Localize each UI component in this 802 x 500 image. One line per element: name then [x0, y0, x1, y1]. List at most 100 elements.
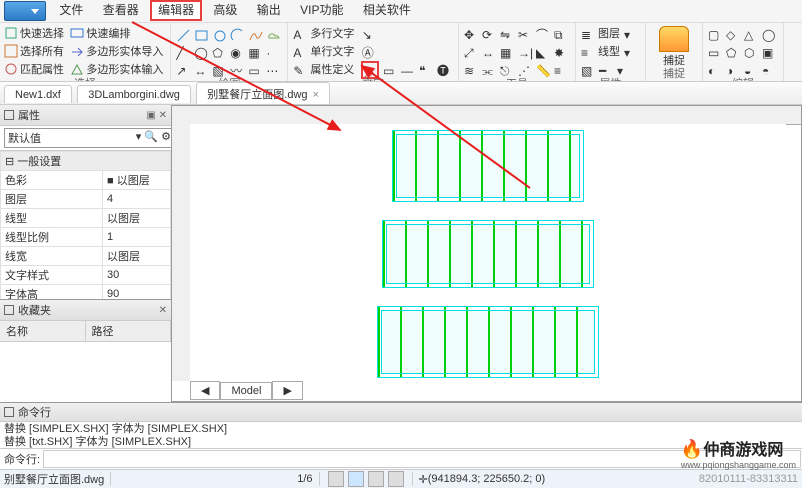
curve-icon[interactable]: 〰	[230, 62, 246, 78]
menu-file[interactable]: 文件	[51, 0, 91, 21]
attdef-icon[interactable]: ✎	[293, 62, 309, 78]
prop-val[interactable]: ■ 以图层	[103, 171, 171, 190]
cloud-icon[interactable]	[266, 26, 282, 42]
e7-icon[interactable]: ⬡	[744, 44, 760, 60]
dash-icon[interactable]: —	[401, 62, 417, 78]
offset-icon[interactable]: ≋	[464, 62, 480, 78]
ray-icon[interactable]: ↗	[176, 62, 192, 78]
more-icon[interactable]: ▾	[617, 62, 633, 78]
section-general[interactable]: ⊟ 一般设置	[1, 152, 171, 171]
textarrow-icon[interactable]: ↘	[362, 26, 378, 42]
scale-icon[interactable]: ⤢	[464, 44, 480, 60]
dtext-icon[interactable]: A	[293, 44, 309, 60]
e10-icon[interactable]: ◑	[726, 62, 742, 78]
viewport[interactable]: 卧室立面图01	[190, 124, 786, 381]
break-icon[interactable]: ⎋	[500, 62, 516, 78]
select-all-label[interactable]: 选择所有	[20, 43, 64, 61]
e1-icon[interactable]: ▢	[708, 26, 724, 42]
explode-icon[interactable]: ✸	[554, 44, 570, 60]
e9-icon[interactable]: ◐	[708, 62, 724, 78]
close-icon[interactable]: ×	[313, 89, 319, 101]
hatch-icon[interactable]: ▧	[212, 62, 228, 78]
prop-val[interactable]: 4	[103, 190, 171, 209]
poly-import-label[interactable]: 多边形实体导入	[86, 43, 163, 61]
poly-icon[interactable]: ⬠	[212, 44, 228, 60]
fav-col-path[interactable]: 路径	[86, 321, 172, 341]
align-icon[interactable]: ≡	[554, 62, 570, 78]
prop-val[interactable]: 以图层	[103, 247, 171, 266]
xline-icon[interactable]: ↔	[194, 62, 210, 78]
box2-icon[interactable]: ▭	[383, 62, 399, 78]
prop-val[interactable]: 以图层	[103, 209, 171, 228]
collapse-icon[interactable]	[4, 305, 14, 315]
menu-related[interactable]: 相关软件	[355, 0, 419, 21]
e2-icon[interactable]: ◇	[726, 26, 742, 42]
tab-lambo[interactable]: 3DLamborgini.dwg	[77, 85, 191, 103]
e11-icon[interactable]: ◒	[744, 62, 760, 78]
e3-icon[interactable]: △	[744, 26, 760, 42]
layers-icon[interactable]: ≣	[581, 26, 597, 42]
menu-viewer[interactable]: 查看器	[95, 0, 147, 21]
mtext-label[interactable]: 多行文字	[310, 25, 354, 43]
pline-icon[interactable]: ╱	[176, 44, 192, 60]
app-logo-button[interactable]	[4, 1, 46, 21]
donut-icon[interactable]: ◉	[230, 44, 246, 60]
menu-vip[interactable]: VIP功能	[292, 0, 351, 21]
ltype-label[interactable]: 线型	[598, 43, 620, 61]
panel-close-icon[interactable]: ▣ ✕	[146, 110, 167, 121]
box-icon[interactable]: ▭	[248, 62, 264, 78]
move-icon[interactable]: ✥	[464, 26, 480, 42]
drop2-icon[interactable]: ▾	[624, 44, 640, 60]
menu-advanced[interactable]: 高级	[205, 0, 245, 21]
fav-col-name[interactable]: 名称	[0, 321, 86, 341]
e4-icon[interactable]: ◯	[762, 26, 778, 42]
prop-selector[interactable]: 默认值 ▾ 🔍 ⚙	[0, 126, 171, 151]
spline-icon[interactable]	[248, 26, 264, 42]
textA-icon[interactable]: Ⓐ	[362, 44, 378, 60]
layers-label[interactable]: 图层	[598, 25, 620, 43]
attdef-label[interactable]: 属性定义	[310, 61, 354, 79]
arc-icon[interactable]	[230, 26, 246, 42]
dtext-label[interactable]: 单行文字	[310, 43, 354, 61]
status-icon[interactable]	[368, 471, 384, 487]
wipe-icon[interactable]: ▦	[248, 44, 264, 60]
color-icon[interactable]: ▧	[581, 62, 597, 78]
tab-new1[interactable]: New1.dxf	[4, 85, 72, 103]
stretch-icon[interactable]: ↔	[482, 44, 498, 60]
e6-icon[interactable]: ⬠	[726, 44, 742, 60]
e8-icon[interactable]: ▣	[762, 44, 778, 60]
rect2-icon[interactable]	[194, 26, 210, 42]
lw-icon[interactable]: ━	[599, 62, 615, 78]
prop-val[interactable]: 90	[103, 285, 171, 300]
divide-icon[interactable]: ⋰	[518, 62, 534, 78]
array-icon[interactable]: ▦	[500, 44, 516, 60]
prop-val[interactable]: 1	[103, 228, 171, 247]
e12-icon[interactable]: ◓	[762, 62, 778, 78]
mtext-icon[interactable]: A	[293, 26, 309, 42]
circle-icon[interactable]	[212, 26, 228, 42]
collapse-icon[interactable]	[4, 110, 14, 120]
misc-icon[interactable]: ⋯	[266, 62, 282, 78]
poly-input-label[interactable]: 多边形实体输入	[86, 61, 163, 79]
drawing-canvas[interactable]: 卧室立面图01 ◀Model▶	[172, 105, 802, 402]
status-icon[interactable]	[328, 471, 344, 487]
join-icon[interactable]: ⫘	[482, 62, 498, 78]
menu-editor[interactable]: 编辑器	[150, 0, 202, 21]
status-icon[interactable]	[388, 471, 404, 487]
pt-icon[interactable]: ·	[266, 44, 282, 60]
measure-icon[interactable]: 📏	[536, 62, 552, 78]
quick-select-label[interactable]: 快速选择	[20, 25, 64, 43]
fillet-icon[interactable]: ⌒	[536, 26, 552, 42]
match-prop-label[interactable]: 匹配属性	[20, 61, 64, 79]
panel-close-icon[interactable]: ✕	[159, 305, 167, 316]
line-icon[interactable]	[176, 26, 192, 42]
status-icon[interactable]	[348, 471, 364, 487]
drop-icon[interactable]: ▾	[624, 26, 640, 42]
prop-val[interactable]: 30	[103, 266, 171, 285]
copy-icon[interactable]: ⧉	[554, 26, 570, 42]
ltype-icon[interactable]: ≡	[581, 44, 597, 60]
e5-icon[interactable]: ▭	[708, 44, 724, 60]
edit-icon[interactable]	[361, 61, 379, 79]
snap-button[interactable]: 捕捉	[654, 24, 694, 64]
quote-icon[interactable]: ❝	[419, 62, 435, 78]
